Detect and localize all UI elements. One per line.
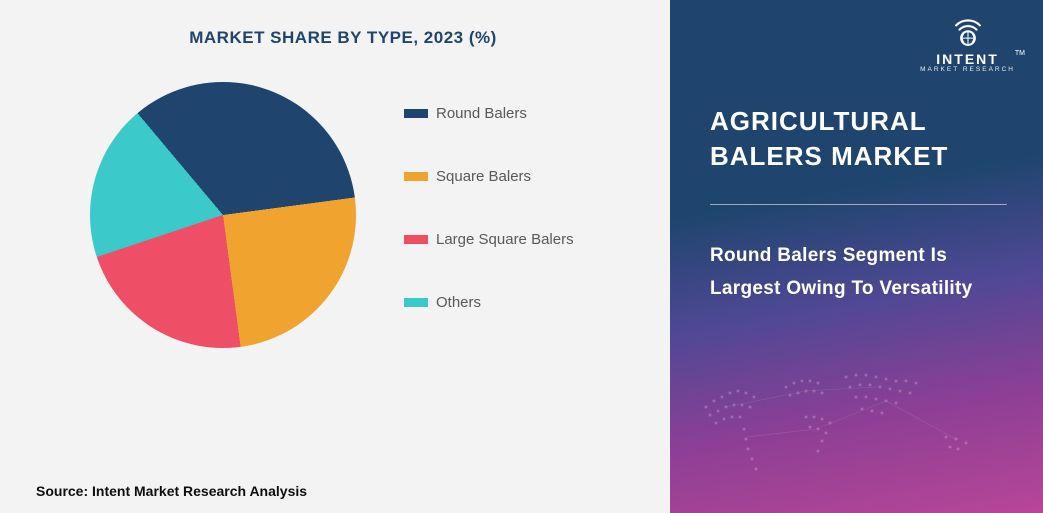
brand-logo: INTENT MARKET RESEARCH TM [920,16,1015,74]
legend-item: Large Square Balers [404,231,574,248]
pie-chart [90,82,356,348]
legend-label: Square Balers [436,168,531,185]
logo-text: INTENT [936,52,999,66]
legend-item: Round Balers [404,105,574,122]
panel-title-line1: AGRICULTURAL [710,106,927,136]
chart-row: Round Balers Square Balers Large Square Ba… [36,62,650,348]
trademark-symbol: TM [1015,50,1025,57]
wifi-globe-icon [951,16,985,50]
legend-swatch [404,235,428,244]
legend-label: Large Square Balers [436,231,574,248]
legend-swatch [404,172,428,181]
panel-title: AGRICULTURAL BALERS MARKET [710,104,1007,174]
legend-swatch [404,109,428,118]
divider [710,204,1007,205]
legend-item: Others [404,294,574,311]
legend-item: Square Balers [404,168,574,185]
info-panel: INTENT MARKET RESEARCH TM AGRICULTURAL B… [670,0,1043,513]
chart-panel: MARKET SHARE BY TYPE, 2023 (%) Round Bal… [0,0,670,513]
chart-title: MARKET SHARE BY TYPE, 2023 (%) [73,28,613,48]
legend-label: Round Balers [436,105,527,122]
logo-subtext: MARKET RESEARCH [920,67,1015,74]
source-line: Source: Intent Market Research Analysis [36,483,307,499]
panel-title-line2: BALERS MARKET [710,141,948,171]
highlight-text: Round Balers Segment Is Largest Owing To… [710,239,1007,306]
legend-label: Others [436,294,481,311]
legend-swatch [404,298,428,307]
pie-graphic [90,82,356,348]
world-map-decoration [686,357,1016,497]
legend: Round Balers Square Balers Large Square Ba… [404,105,574,311]
